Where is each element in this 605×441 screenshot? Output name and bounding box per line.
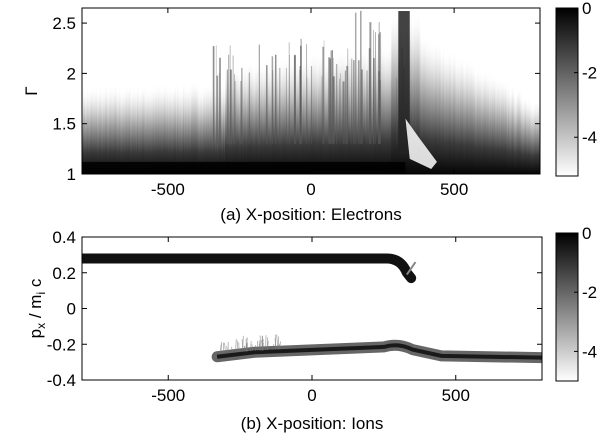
y-tick-label: -0.2 — [47, 335, 76, 354]
x-tick-label: 0 — [307, 386, 316, 405]
y-tick-label: 0 — [67, 300, 76, 319]
ions-heatmap — [82, 258, 542, 357]
colorbar-tick-label: -2 — [582, 64, 597, 83]
panel-ions: -500 0 500 0.4 0.2 0 -0.2 -0.4 px / mi c (b) X-… — [26, 224, 597, 433]
y-tick-label: 1 — [67, 165, 76, 184]
ylabel-end: c — [26, 278, 45, 292]
x-tick-label: -500 — [151, 386, 185, 405]
ions-colorbar — [556, 233, 578, 381]
electron-core-band — [82, 162, 405, 174]
y-tick-label: 0.4 — [52, 228, 76, 247]
ions-caption: (b) X-position: Ions — [241, 414, 384, 433]
ylabel-mid: / m — [26, 295, 45, 323]
colorbar-tick-label: 0 — [582, 224, 591, 243]
ion-spray-line — [239, 342, 240, 351]
y-tick-label: -0.4 — [47, 371, 76, 390]
y-tick-label: 1.5 — [52, 115, 76, 134]
electrons-heatmap — [82, 8, 541, 174]
ylabel-p: p — [26, 329, 45, 338]
x-tick-label: 500 — [440, 180, 468, 199]
x-tick-label: 0 — [306, 180, 315, 199]
colorbar-tick-label: -4 — [582, 342, 597, 361]
panel-electrons: -500 0 500 1 1.5 2 2.5 Γ (a) X-position: Elect… — [22, 0, 597, 224]
colorbar-tick-label: 0 — [582, 0, 591, 18]
y-tick-label: 2.5 — [52, 14, 76, 33]
x-tick-label: 500 — [442, 386, 470, 405]
x-tick-label: -500 — [151, 180, 185, 199]
electrons-caption: (a) X-position: Electrons — [220, 205, 401, 224]
ion-spray-line — [268, 341, 269, 350]
colorbar-tick-label: -4 — [582, 128, 597, 147]
ions-y-axis-label: px / mi c — [26, 278, 48, 338]
y-tick-label: 0.2 — [52, 264, 76, 283]
electrons-colorbar — [556, 8, 578, 176]
colorbar-tick-label: -2 — [582, 283, 597, 302]
y-tick-label: 2 — [67, 64, 76, 83]
electrons-y-axis-label: Γ — [22, 86, 41, 95]
ion-upper-beam — [82, 258, 411, 278]
